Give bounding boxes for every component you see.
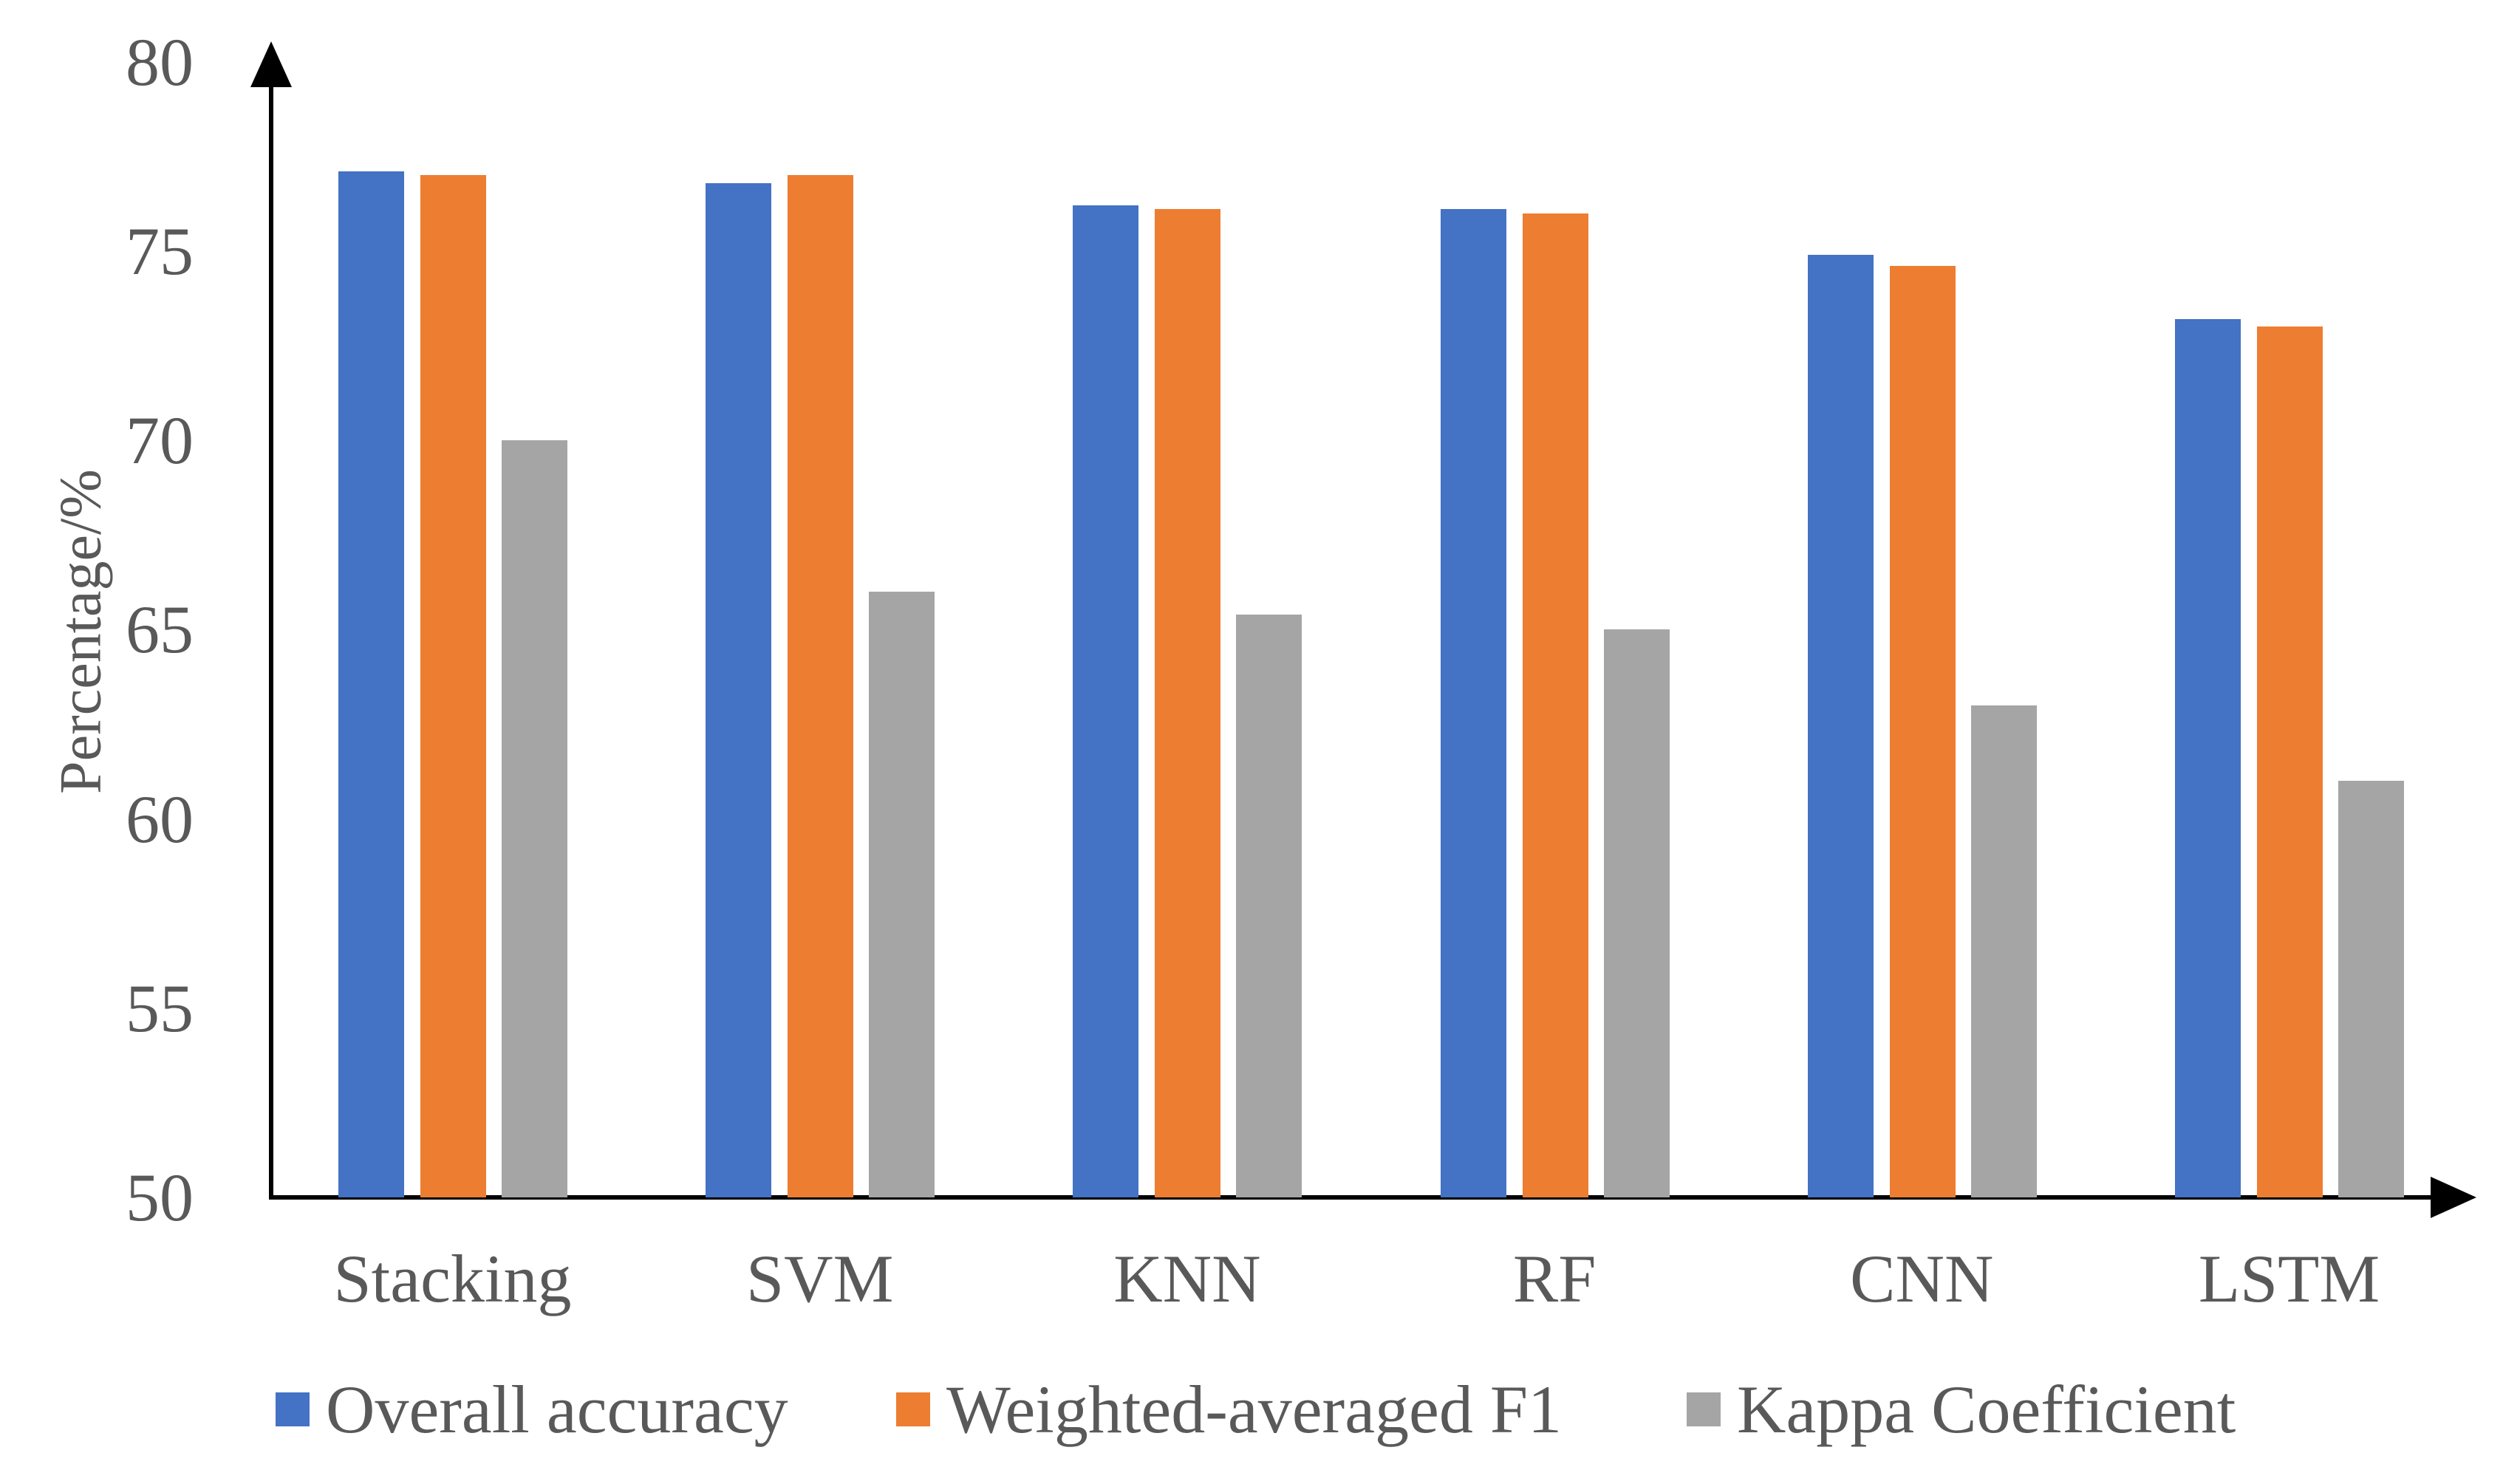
bar [2338,781,2404,1197]
legend-label: Kappa Coefficient [1737,1372,2236,1447]
legend-item: Kappa Coefficient [1687,1375,2236,1443]
x-axis-line [269,1195,2434,1200]
bar [1970,705,2037,1197]
x-category-label: LSTM [2198,1241,2380,1316]
legend-label: Overall accuracy [326,1372,788,1447]
bar [869,592,935,1197]
y-axis-line [269,59,273,1200]
bar [502,440,567,1197]
legend-item: Weighted-averaged F1 [896,1375,1562,1443]
legend-swatch-icon [896,1392,930,1426]
y-tick-label: 70 [126,403,194,478]
legend-item: Overall accuracy [276,1375,788,1443]
bar [1807,254,1874,1197]
x-category-label: KNN [1113,1241,1261,1316]
bar [1155,209,1221,1197]
bar [2257,326,2323,1197]
y-tick-label: 55 [126,970,194,1046]
legend-label: Weighted-averaged F1 [946,1372,1563,1447]
y-tick-label: 60 [126,781,194,857]
bar [420,175,486,1197]
bar [1236,614,1302,1197]
x-axis-arrow-icon [2431,1177,2476,1218]
legend-swatch-icon [276,1392,310,1426]
bar [1440,209,1506,1197]
x-category-label: RF [1512,1241,1597,1316]
y-tick-label: 75 [126,213,194,289]
bar [1522,213,1588,1197]
bar [788,175,854,1197]
x-category-label: SVM [745,1241,894,1316]
x-category-label: CNN [1850,1241,1994,1316]
bar [706,182,772,1197]
y-tick-label: 65 [126,592,194,668]
bar [338,171,404,1197]
y-tick-label: 50 [126,1160,194,1235]
bar [1073,205,1139,1197]
bar [2175,319,2241,1197]
bar [1889,266,1956,1197]
y-axis-arrow-icon [250,41,292,87]
x-category-label: Stacking [333,1241,572,1316]
y-tick-label: 80 [126,24,194,100]
bar [1603,629,1670,1197]
legend-swatch-icon [1687,1392,1721,1426]
